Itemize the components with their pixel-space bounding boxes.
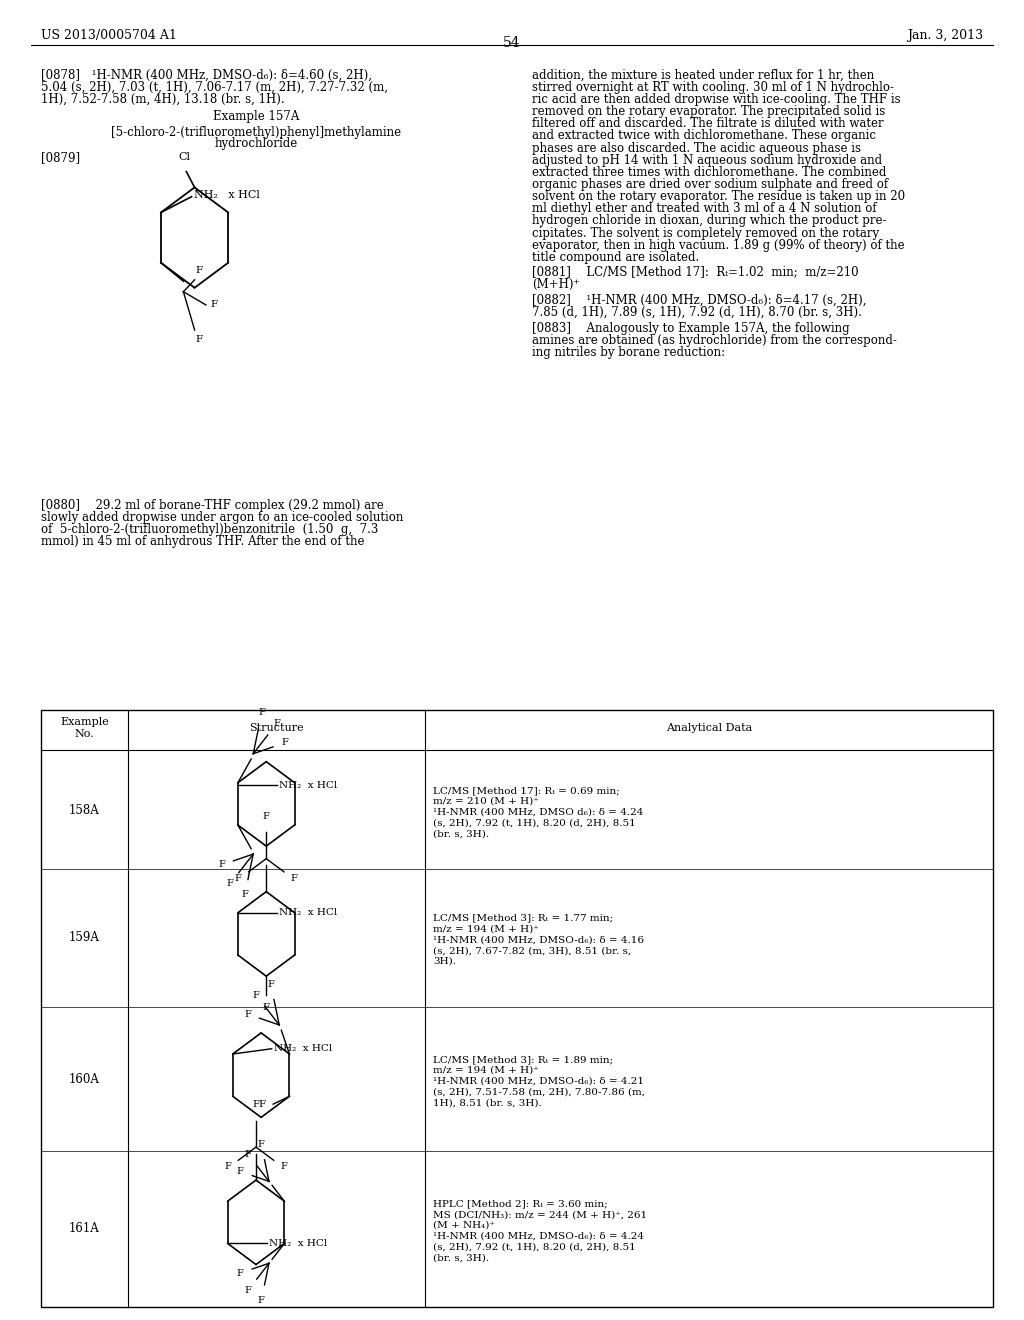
Text: mmol) in 45 ml of anhydrous THF. After the end of the: mmol) in 45 ml of anhydrous THF. After t… <box>41 536 365 548</box>
Text: 160A: 160A <box>69 1073 100 1085</box>
Text: F: F <box>258 1140 265 1148</box>
Text: F: F <box>196 267 203 275</box>
Text: stirred overnight at RT with cooling. 30 ml of 1 N hydrochlo-: stirred overnight at RT with cooling. 30… <box>532 81 895 94</box>
Text: NH₂  x HCl: NH₂ x HCl <box>279 908 337 917</box>
Bar <box>41 710 993 1307</box>
Text: F: F <box>258 709 265 717</box>
Text: F: F <box>273 719 280 729</box>
Text: Example: Example <box>60 717 109 727</box>
Text: 3H).: 3H). <box>433 957 456 966</box>
Text: F: F <box>237 1167 244 1176</box>
Text: slowly added dropwise under argon to an ice-cooled solution: slowly added dropwise under argon to an … <box>41 511 403 524</box>
Text: F: F <box>291 874 298 883</box>
Text: F: F <box>234 874 242 883</box>
Text: F: F <box>218 861 225 870</box>
Text: [0879]: [0879] <box>41 150 80 164</box>
Text: F: F <box>226 879 233 888</box>
Text: (s, 2H), 7.51-7.58 (m, 2H), 7.80-7.86 (m,: (s, 2H), 7.51-7.58 (m, 2H), 7.80-7.86 (m… <box>433 1088 645 1097</box>
Text: [5-chloro-2-(trifluoromethyl)phenyl]methylamine: [5-chloro-2-(trifluoromethyl)phenyl]meth… <box>111 127 401 140</box>
Text: organic phases are dried over sodium sulphate and freed of: organic phases are dried over sodium sul… <box>532 178 889 191</box>
Text: ml diethyl ether and treated with 3 ml of a 4 N solution of: ml diethyl ether and treated with 3 ml o… <box>532 202 878 215</box>
Text: F: F <box>253 1101 259 1109</box>
Text: NH₂  x HCl: NH₂ x HCl <box>268 1239 327 1247</box>
Text: (M+H)⁺: (M+H)⁺ <box>532 277 581 290</box>
Text: 7.85 (d, 1H), 7.89 (s, 1H), 7.92 (d, 1H), 8.70 (br. s, 3H).: 7.85 (d, 1H), 7.89 (s, 1H), 7.92 (d, 1H)… <box>532 306 862 319</box>
Text: (br. s, 3H).: (br. s, 3H). <box>433 1254 489 1262</box>
Text: US 2013/0005704 A1: US 2013/0005704 A1 <box>41 29 177 42</box>
Text: [0882]  ¹H-NMR (400 MHz, DMSO-d₆): δ=4.17 (s, 2H),: [0882] ¹H-NMR (400 MHz, DMSO-d₆): δ=4.17… <box>532 294 867 306</box>
Text: ¹H-NMR (400 MHz, DMSO-d₆): δ = 4.24: ¹H-NMR (400 MHz, DMSO-d₆): δ = 4.24 <box>433 1232 644 1241</box>
Text: NH₂   x HCl: NH₂ x HCl <box>194 190 259 201</box>
Text: addition, the mixture is heated under reflux for 1 hr, then: addition, the mixture is heated under re… <box>532 69 874 82</box>
Text: LC/MS [Method 3]: Rₜ = 1.89 min;: LC/MS [Method 3]: Rₜ = 1.89 min; <box>433 1055 613 1064</box>
Text: hydrochloride: hydrochloride <box>214 137 298 150</box>
Text: (br. s, 3H).: (br. s, 3H). <box>433 829 489 838</box>
Text: F: F <box>242 891 248 899</box>
Text: F: F <box>281 1163 288 1171</box>
Text: [0883]  Analogously to Example 157A, the following: [0883] Analogously to Example 157A, the … <box>532 322 850 335</box>
Text: and extracted twice with dichloromethane. These organic: and extracted twice with dichloromethane… <box>532 129 877 143</box>
Text: (s, 2H), 7.92 (t, 1H), 8.20 (d, 2H), 8.51: (s, 2H), 7.92 (t, 1H), 8.20 (d, 2H), 8.5… <box>433 1242 636 1251</box>
Text: 54: 54 <box>503 36 521 50</box>
Text: F: F <box>267 979 274 989</box>
Text: filtered off and discarded. The filtrate is diluted with water: filtered off and discarded. The filtrate… <box>532 117 884 131</box>
Text: evaporator, then in high vacuum. 1.89 g (99% of theory) of the: evaporator, then in high vacuum. 1.89 g … <box>532 239 905 252</box>
Text: No.: No. <box>75 729 94 739</box>
Text: title compound are isolated.: title compound are isolated. <box>532 251 699 264</box>
Text: F: F <box>245 1150 252 1159</box>
Text: of  5-chloro-2-(trifluoromethyl)benzonitrile  (1.50  g,  7.3: of 5-chloro-2-(trifluoromethyl)benzonitr… <box>41 523 378 536</box>
Text: F: F <box>211 301 218 309</box>
Text: adjusted to pH 14 with 1 N aqueous sodium hydroxide and: adjusted to pH 14 with 1 N aqueous sodiu… <box>532 153 883 166</box>
Text: Cl: Cl <box>178 152 190 162</box>
Text: [0880]  29.2 ml of borane-THF complex (29.2 mmol) are: [0880] 29.2 ml of borane-THF complex (29… <box>41 499 384 512</box>
Text: Structure: Structure <box>249 723 304 734</box>
Text: F: F <box>258 1296 265 1304</box>
Text: 1H), 7.52-7.58 (m, 4H), 13.18 (br. s, 1H).: 1H), 7.52-7.58 (m, 4H), 13.18 (br. s, 1H… <box>41 92 285 106</box>
Text: Analytical Data: Analytical Data <box>666 723 753 734</box>
Text: MS (DCI/NH₃): m/z = 244 (M + H)⁺, 261: MS (DCI/NH₃): m/z = 244 (M + H)⁺, 261 <box>433 1210 647 1220</box>
Text: m/z = 194 (M + H)⁺: m/z = 194 (M + H)⁺ <box>433 1065 539 1074</box>
Text: Jan. 3, 2013: Jan. 3, 2013 <box>907 29 983 42</box>
Text: NH₂  x HCl: NH₂ x HCl <box>273 1044 332 1053</box>
Text: (M + NH₄)⁺: (M + NH₄)⁺ <box>433 1221 495 1230</box>
Text: [0881]  LC/MS [Method 17]:  Rₜ=1.02  min;  m/z=210: [0881] LC/MS [Method 17]: Rₜ=1.02 min; m… <box>532 265 859 279</box>
Text: HPLC [Method 2]: Rₜ = 3.60 min;: HPLC [Method 2]: Rₜ = 3.60 min; <box>433 1199 608 1208</box>
Text: F: F <box>224 1163 231 1171</box>
Text: m/z = 194 (M + H)⁺: m/z = 194 (M + H)⁺ <box>433 924 539 933</box>
Text: F: F <box>282 738 289 747</box>
Text: F: F <box>245 1286 252 1295</box>
Text: LC/MS [Method 17]: Rₜ = 0.69 min;: LC/MS [Method 17]: Rₜ = 0.69 min; <box>433 787 620 795</box>
Text: (s, 2H), 7.67-7.82 (m, 3H), 8.51 (br. s,: (s, 2H), 7.67-7.82 (m, 3H), 8.51 (br. s, <box>433 946 631 956</box>
Text: 158A: 158A <box>69 804 100 817</box>
Text: F: F <box>237 1269 244 1278</box>
Text: NH₂  x HCl: NH₂ x HCl <box>279 781 337 789</box>
Text: F: F <box>244 1010 251 1019</box>
Text: extracted three times with dichloromethane. The combined: extracted three times with dichlorometha… <box>532 166 887 178</box>
Text: [0878] ¹H-NMR (400 MHz, DMSO-d₆): δ=4.60 (s, 2H),: [0878] ¹H-NMR (400 MHz, DMSO-d₆): δ=4.60… <box>41 69 372 82</box>
Text: solvent on the rotary evaporator. The residue is taken up in 20: solvent on the rotary evaporator. The re… <box>532 190 905 203</box>
Text: F: F <box>263 1003 269 1011</box>
Text: amines are obtained (as hydrochloride) from the correspond-: amines are obtained (as hydrochloride) f… <box>532 334 897 347</box>
Text: hydrogen chloride in dioxan, during which the product pre-: hydrogen chloride in dioxan, during whic… <box>532 214 887 227</box>
Text: F: F <box>263 812 269 821</box>
Text: removed on the rotary evaporator. The precipitated solid is: removed on the rotary evaporator. The pr… <box>532 106 886 117</box>
Text: F: F <box>196 335 203 343</box>
Text: 1H), 8.51 (br. s, 3H).: 1H), 8.51 (br. s, 3H). <box>433 1098 542 1107</box>
Text: F: F <box>259 1100 266 1109</box>
Text: m/z = 210 (M + H)⁺: m/z = 210 (M + H)⁺ <box>433 797 539 807</box>
Text: 5.04 (s, 2H), 7.03 (t, 1H), 7.06-7.17 (m, 2H), 7.27-7.32 (m,: 5.04 (s, 2H), 7.03 (t, 1H), 7.06-7.17 (m… <box>41 81 388 94</box>
Text: Example 157A: Example 157A <box>213 111 299 123</box>
Text: phases are also discarded. The acidic aqueous phase is: phases are also discarded. The acidic aq… <box>532 141 861 154</box>
Text: ing nitriles by borane reduction:: ing nitriles by borane reduction: <box>532 346 726 359</box>
Text: ¹H-NMR (400 MHz, DMSO-d₆): δ = 4.21: ¹H-NMR (400 MHz, DMSO-d₆): δ = 4.21 <box>433 1077 644 1085</box>
Text: ¹H-NMR (400 MHz, DMSO-d₆): δ = 4.16: ¹H-NMR (400 MHz, DMSO-d₆): δ = 4.16 <box>433 935 644 944</box>
Text: (s, 2H), 7.92 (t, 1H), 8.20 (d, 2H), 8.51: (s, 2H), 7.92 (t, 1H), 8.20 (d, 2H), 8.5… <box>433 818 636 828</box>
Text: 161A: 161A <box>69 1222 100 1236</box>
Text: F: F <box>253 990 259 999</box>
Text: 159A: 159A <box>69 932 100 944</box>
Text: LC/MS [Method 3]: Rₜ = 1.77 min;: LC/MS [Method 3]: Rₜ = 1.77 min; <box>433 913 613 923</box>
Text: ¹H-NMR (400 MHz, DMSO d₆): δ = 4.24: ¹H-NMR (400 MHz, DMSO d₆): δ = 4.24 <box>433 808 643 817</box>
Text: cipitates. The solvent is completely removed on the rotary: cipitates. The solvent is completely rem… <box>532 227 880 239</box>
Text: ric acid are then added dropwise with ice-cooling. The THF is: ric acid are then added dropwise with ic… <box>532 92 901 106</box>
